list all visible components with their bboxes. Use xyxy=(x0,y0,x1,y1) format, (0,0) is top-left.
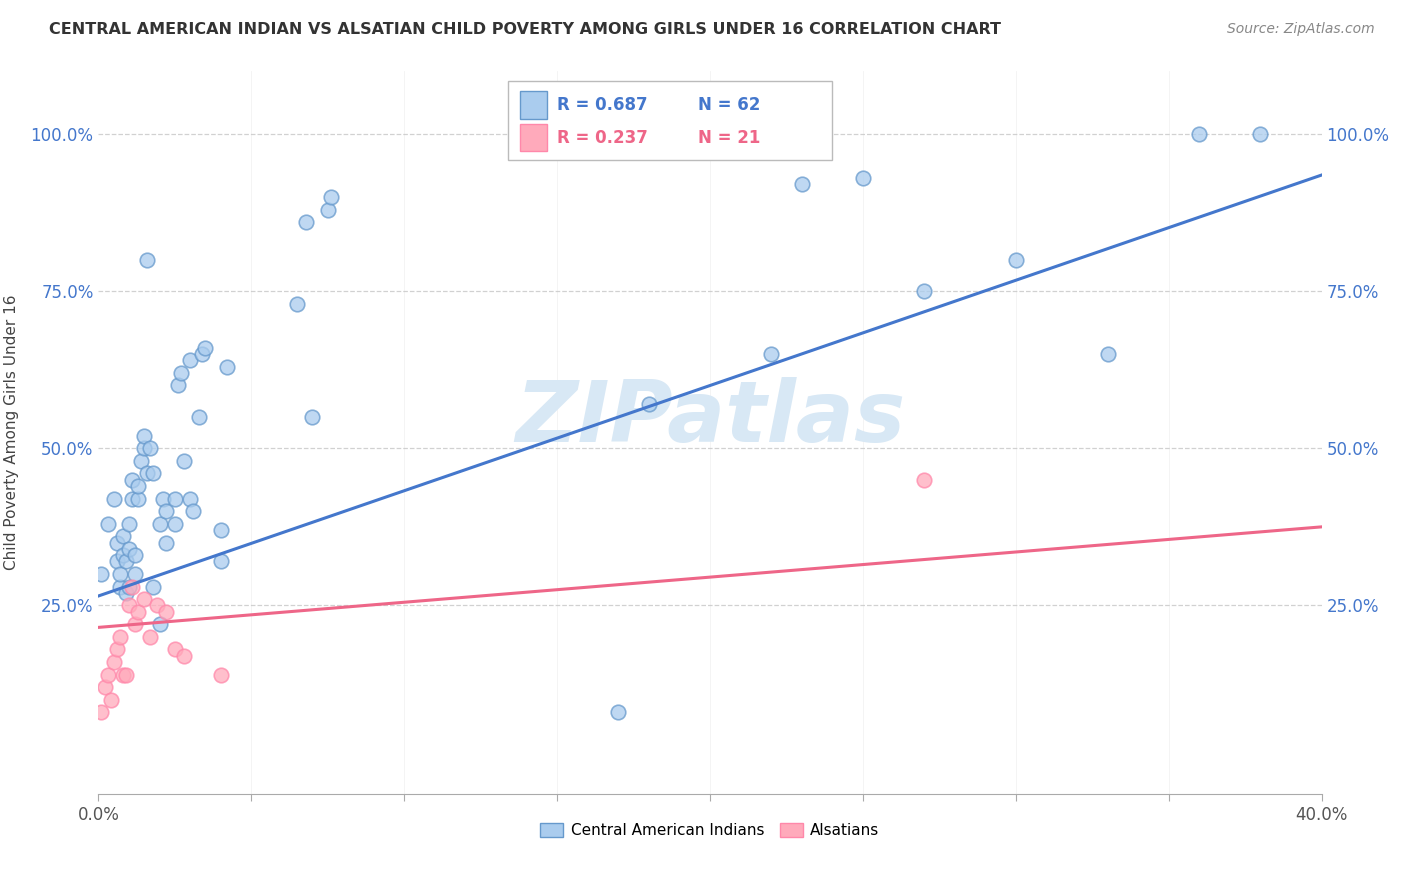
Point xyxy=(115,586,138,600)
Point xyxy=(124,617,146,632)
Point xyxy=(1249,127,1271,141)
Point xyxy=(129,454,152,468)
Point xyxy=(167,378,190,392)
Point xyxy=(127,491,149,506)
Point xyxy=(103,491,125,506)
FancyBboxPatch shape xyxy=(508,81,832,160)
Point xyxy=(124,566,146,581)
Point xyxy=(136,467,159,481)
Point xyxy=(118,580,141,594)
Point xyxy=(105,535,128,549)
Point xyxy=(111,667,134,681)
Point xyxy=(142,580,165,594)
Point xyxy=(209,523,232,537)
Point xyxy=(173,454,195,468)
Point xyxy=(188,409,211,424)
Point xyxy=(115,667,138,681)
Text: ZIPatlas: ZIPatlas xyxy=(515,376,905,459)
Y-axis label: Child Poverty Among Girls Under 16: Child Poverty Among Girls Under 16 xyxy=(4,295,20,570)
Point xyxy=(90,705,112,719)
Point xyxy=(108,580,131,594)
Point xyxy=(118,599,141,613)
Point xyxy=(155,605,177,619)
Point xyxy=(163,491,186,506)
FancyBboxPatch shape xyxy=(520,91,547,119)
Point xyxy=(163,516,186,531)
Point xyxy=(316,202,339,217)
Point xyxy=(173,648,195,663)
Point xyxy=(179,491,201,506)
Point xyxy=(191,347,214,361)
Point xyxy=(93,680,115,694)
Text: CENTRAL AMERICAN INDIAN VS ALSATIAN CHILD POVERTY AMONG GIRLS UNDER 16 CORRELATI: CENTRAL AMERICAN INDIAN VS ALSATIAN CHIL… xyxy=(49,22,1001,37)
Point xyxy=(134,442,156,456)
Point xyxy=(127,605,149,619)
Point xyxy=(111,548,134,562)
Point xyxy=(149,617,172,632)
Point xyxy=(127,479,149,493)
Point xyxy=(121,473,143,487)
Point xyxy=(115,554,138,568)
Point xyxy=(139,442,162,456)
Text: R = 0.687: R = 0.687 xyxy=(557,95,648,114)
Point xyxy=(912,473,935,487)
Point xyxy=(1097,347,1119,361)
Point xyxy=(108,566,131,581)
Point xyxy=(295,215,318,229)
Point xyxy=(108,630,131,644)
Legend: Central American Indians, Alsatians: Central American Indians, Alsatians xyxy=(534,817,886,844)
Point xyxy=(301,409,323,424)
Point xyxy=(163,642,186,657)
Point xyxy=(179,353,201,368)
Point xyxy=(100,692,122,706)
Point xyxy=(285,297,308,311)
Point xyxy=(149,516,172,531)
Point xyxy=(607,705,630,719)
Point xyxy=(145,599,167,613)
Point xyxy=(155,535,177,549)
Point xyxy=(209,554,232,568)
Text: R = 0.237: R = 0.237 xyxy=(557,128,648,146)
Point xyxy=(790,178,813,192)
Point xyxy=(136,252,159,267)
Point xyxy=(134,592,156,607)
Point xyxy=(152,491,174,506)
Point xyxy=(111,529,134,543)
Point xyxy=(103,655,125,669)
Point xyxy=(155,504,177,518)
Point xyxy=(121,580,143,594)
Point xyxy=(209,667,232,681)
Text: N = 21: N = 21 xyxy=(697,128,761,146)
Point xyxy=(118,541,141,556)
Point xyxy=(1004,252,1026,267)
Point xyxy=(105,554,128,568)
Point xyxy=(118,516,141,531)
Point xyxy=(105,642,128,657)
Point xyxy=(134,429,156,443)
Point xyxy=(121,491,143,506)
FancyBboxPatch shape xyxy=(520,124,547,152)
Point xyxy=(90,566,112,581)
Point xyxy=(97,667,120,681)
Point xyxy=(1188,127,1211,141)
Point xyxy=(181,504,204,518)
Point xyxy=(637,397,661,411)
Point xyxy=(170,366,193,380)
Text: N = 62: N = 62 xyxy=(697,95,761,114)
Point xyxy=(194,341,217,355)
Point xyxy=(215,359,238,374)
Point xyxy=(912,285,935,299)
Point xyxy=(759,347,782,361)
Text: Source: ZipAtlas.com: Source: ZipAtlas.com xyxy=(1227,22,1375,37)
Point xyxy=(97,516,120,531)
Point xyxy=(142,467,165,481)
Point xyxy=(124,548,146,562)
Point xyxy=(852,171,875,186)
Point xyxy=(319,190,342,204)
Point xyxy=(139,630,162,644)
